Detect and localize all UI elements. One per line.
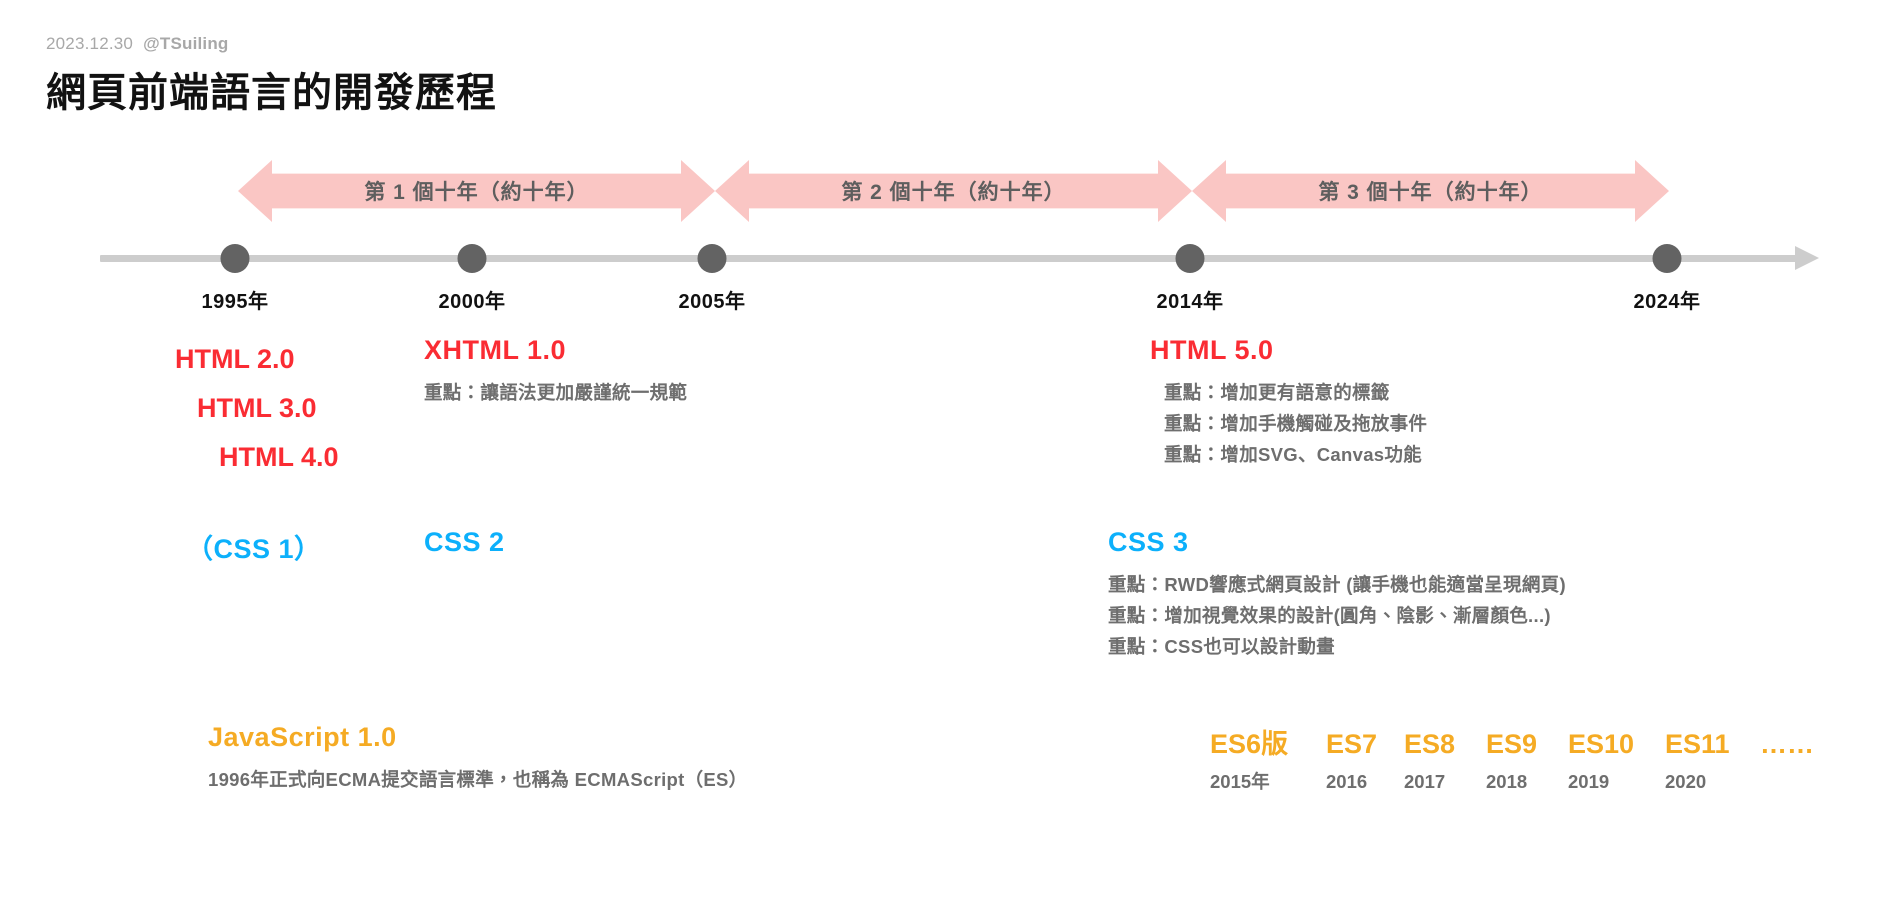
css3-detail-1: 重點：RWD響應式網頁設計 (讓手機也能適當呈現網頁) (1108, 574, 1566, 595)
html-version-3: HTML 3.0 (197, 393, 317, 423)
html-version-4: HTML 4.0 (219, 442, 339, 472)
es-year-2018: 2018 (1486, 771, 1528, 792)
html5-detail-3: 重點：增加SVG、Canvas功能 (1164, 444, 1422, 465)
javascript-title: JavaScript 1.0 (208, 722, 397, 752)
css3-detail-2: 重點：增加視覺效果的設計(圓角、陰影、漸層顏色...) (1108, 605, 1551, 626)
decade-arrow-band: 第 1 個十年（約十年） 第 2 個十年（約十年） 第 3 個十年（約十年） (0, 160, 1900, 222)
css1-title: （CSS 1） (186, 534, 322, 564)
page-header: 2023.12.30 @TSuiling 網頁前端語言的開發歷程 (46, 34, 497, 118)
es-version-11: ES11 (1665, 729, 1730, 759)
es-year-2015: 2015年 (1210, 771, 1270, 792)
html-version-2: HTML 2.0 (175, 344, 295, 374)
css2-title: CSS 2 (424, 527, 505, 557)
html5-detail-1: 重點：增加更有語意的標籤 (1164, 382, 1390, 403)
xhtml-2000-block: XHTML 1.0 重點：讓語法更加嚴謹統一規範 (424, 335, 687, 408)
decade-arrow-2: 第 2 個十年（約十年） (715, 160, 1192, 222)
timeline-label-1995: 1995年 (201, 291, 269, 313)
css3-detail-3: 重點：CSS也可以設計動畫 (1108, 636, 1335, 657)
es-version-8: ES8 (1404, 729, 1456, 759)
es-year-2020: 2020 (1665, 771, 1707, 792)
decade-arrow-2-label: 第 2 個十年（約十年） (841, 181, 1066, 204)
es-version-7: ES7 (1326, 729, 1378, 759)
header-author: @TSuiling (143, 34, 229, 53)
es-version-9: ES9 (1486, 729, 1538, 759)
xhtml-detail-1: 重點：讓語法更加嚴謹統一規範 (424, 382, 688, 403)
timeline-line (100, 255, 1802, 262)
timeline-arrowhead-icon (1795, 246, 1819, 270)
es-year-2016: 2016 (1326, 771, 1368, 792)
timeline-dot-2000 (457, 244, 487, 273)
header-meta: 2023.12.30 @TSuiling (46, 34, 497, 54)
es-version-ellipsis: …… (1760, 729, 1814, 759)
timeline-dot-2024 (1652, 244, 1682, 273)
ecmascript-2014-block: ES6版 ES7 ES8 ES9 ES10 ES11 …… 2015年 2016… (1210, 722, 1814, 794)
javascript-1995-block: JavaScript 1.0 1996年正式向ECMA提交語言標準，也稱為 EC… (208, 722, 747, 795)
page-title: 網頁前端語言的開發歷程 (46, 71, 497, 115)
html5-detail-2: 重點：增加手機觸碰及拖放事件 (1164, 413, 1428, 434)
javascript-detail-1: 1996年正式向ECMA提交語言標準，也稱為 ECMAScript（ES） (208, 769, 748, 790)
timeline-axis: 1995年 2000年 2005年 2014年 2024年 (0, 240, 1900, 320)
xhtml-title: XHTML 1.0 (424, 335, 567, 365)
css3-title: CSS 3 (1108, 527, 1189, 557)
ecmascript-year-row: 2015年 2016 2017 2018 2019 2020 (1210, 768, 1814, 794)
timeline-dot-2014 (1175, 244, 1205, 273)
html5-title: HTML 5.0 (1150, 335, 1274, 365)
es-version-10: ES10 (1568, 729, 1635, 759)
timeline-label-2005: 2005年 (678, 291, 746, 313)
html5-2014-block: HTML 5.0 重點：增加更有語意的標籤 重點：增加手機觸碰及拖放事件 重點：… (1150, 335, 1427, 470)
timeline-label-2000: 2000年 (438, 291, 506, 313)
timeline-dot-2005 (697, 244, 727, 273)
timeline-label-2014: 2014年 (1156, 291, 1224, 313)
ecmascript-version-row: ES6版 ES7 ES8 ES9 ES10 ES11 …… (1210, 722, 1814, 761)
css2-2000-block: CSS 2 (424, 527, 505, 558)
header-date: 2023.12.30 (46, 34, 134, 53)
decade-arrow-3-label: 第 3 個十年（約十年） (1318, 181, 1543, 204)
css3-2014-block: CSS 3 重點：RWD響應式網頁設計 (讓手機也能適當呈現網頁) 重點：增加視… (1108, 527, 1566, 662)
decade-arrow-1-label: 第 1 個十年（約十年） (364, 181, 589, 204)
html-versions-1995-block: HTML 2.0 HTML 3.0 HTML 4.0 (175, 335, 339, 482)
timeline-dot-1995 (220, 244, 250, 273)
es-year-2019: 2019 (1568, 771, 1610, 792)
decade-arrow-3: 第 3 個十年（約十年） (1192, 160, 1669, 222)
es-year-2017: 2017 (1404, 771, 1446, 792)
css1-1995-block: （CSS 1） (186, 527, 322, 566)
es-version-6: ES6版 (1210, 729, 1289, 759)
timeline-label-2024: 2024年 (1633, 291, 1701, 313)
decade-arrow-1: 第 1 個十年（約十年） (238, 160, 715, 222)
